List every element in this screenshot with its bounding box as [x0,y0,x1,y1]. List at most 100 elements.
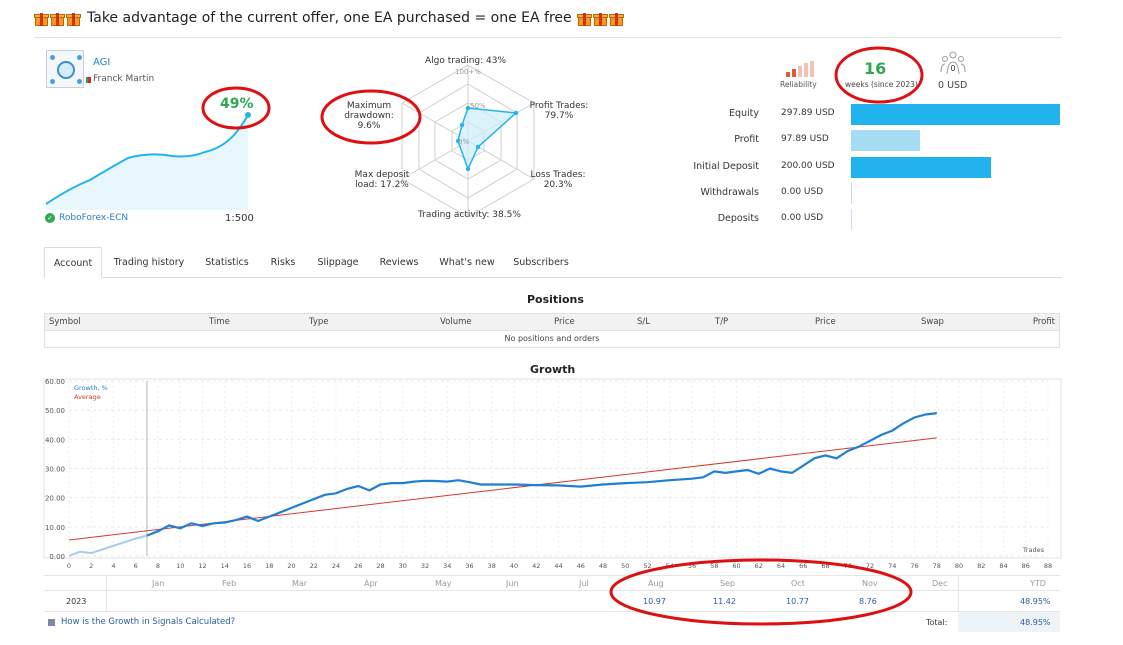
column-header[interactable]: Price [554,317,575,327]
x-tick-label: 36 [465,562,473,570]
reliability-label: Reliability [780,80,817,89]
positions-title: Positions [527,293,584,306]
growth-title: Growth [530,363,576,376]
month-label: May [435,579,452,588]
x-tick-label: 86 [1022,562,1030,570]
x-tick-label: 66 [799,562,807,570]
x-tick-label: 88 [1044,562,1052,570]
month-label: Oct [791,579,805,588]
ytd-label: YTD [1030,579,1046,588]
tab-whats-new[interactable]: What's new [439,257,495,268]
mini-growth-chart [45,86,271,210]
radar-scale-zero: 0% [458,138,470,146]
x-tick-label: 22 [310,562,318,570]
gift-icon [576,11,592,26]
stat-label: Profit [734,134,759,145]
radar-scale-top: 100+% [455,68,481,76]
positions-empty-message: No positions and orders [504,334,600,343]
weeks-label: weeks (since 2023) [845,80,918,89]
x-tick-label: 30 [399,562,407,570]
month-label: Mar [292,579,308,588]
column-header[interactable]: Time [209,317,230,327]
y-tick-label: 60.00 [45,378,65,386]
month-label: Sep [720,579,736,588]
radar-point [513,110,519,116]
radar-drawdown-label: Maximum drawdown: 9.6% [344,101,394,131]
legend-growth: Growth, % [74,384,108,392]
y-tick-label: 10.00 [45,524,65,532]
promo-banner[interactable]: Take advantage of the current offer, one… [34,8,625,28]
column-header[interactable]: T/P [715,317,729,327]
radar-scale-mid: 50% [470,102,486,110]
growth-line-initial [68,534,148,557]
radar-chart [401,64,535,218]
stat-row-deposits: Deposits 0.00 USD [690,209,1060,230]
month-label: Jul [579,579,589,588]
stat-value: 0.00 USD [781,187,824,197]
stat-value: 97.89 USD [781,134,829,144]
tab-subscribers[interactable]: Subscribers [513,257,569,268]
subscribers-icon[interactable]: 0 [940,50,966,80]
tab-statistics[interactable]: Statistics [205,257,249,268]
month-value-sep[interactable]: 11.42 [713,597,736,606]
radar-activity-label: Trading activity: 38.5% [418,210,521,220]
x-tick-label: 4 [111,562,115,570]
month-label: Feb [222,579,237,588]
reliability-bars[interactable] [786,61,818,77]
author-name[interactable]: Franck Martin [93,74,155,84]
stat-bar [851,104,1060,125]
stat-row-profit: Profit 97.89 USD [690,130,1060,151]
x-tick-label: 76 [910,562,918,570]
y-tick-label: 0.00 [49,553,65,561]
column-header[interactable]: Price [815,317,836,327]
legend-average: Average [74,393,101,401]
month-value-nov[interactable]: 8.76 [859,597,877,606]
mini-growth-line [45,114,249,205]
month-label: Jun [506,579,519,588]
x-tick-label: 6 [134,562,138,570]
month-value-aug[interactable]: 10.97 [643,597,666,606]
how-growth-calculated-link[interactable]: How is the Growth in Signals Calculated? [48,617,235,627]
book-icon [48,618,55,626]
stat-value: 297.89 USD [781,108,835,118]
tab-slippage[interactable]: Slippage [317,257,359,268]
column-header[interactable]: Type [309,317,329,327]
x-tick-label: 82 [977,562,985,570]
y-tick-label: 50.00 [45,407,65,415]
signal-avatar[interactable] [46,50,84,88]
column-header[interactable]: Symbol [49,317,81,327]
stat-label: Initial Deposit [693,161,759,172]
column-header[interactable]: S/L [637,317,650,327]
month-label: Jan [152,579,165,588]
growth-percent: 49% [220,96,254,112]
signal-name[interactable]: AGI [93,57,111,68]
tab-reviews[interactable]: Reviews [379,257,419,268]
broker-name[interactable]: RoboForex-ECN [59,213,129,223]
annotation-circle-months [609,558,913,626]
x-tick-label: 56 [688,562,696,570]
stat-value: 0.00 USD [781,213,824,223]
verified-check-icon: ✓ [45,213,55,223]
month-label: Dec [932,579,948,588]
x-tick-label: 52 [643,562,651,570]
column-header[interactable]: Swap [921,317,944,327]
x-tick-label: 48 [599,562,607,570]
x-tick-label: 84 [999,562,1007,570]
column-header[interactable]: Volume [440,317,472,327]
x-tick-label: 20 [287,562,295,570]
weeks-count: 16 [864,59,887,78]
tab-risks[interactable]: Risks [270,257,296,268]
tab-trading-history[interactable]: Trading history [113,257,185,268]
stat-label: Withdrawals [700,187,759,198]
month-value-oct[interactable]: 10.77 [786,597,809,606]
radar-point [455,138,461,144]
broker-link[interactable]: ✓ RoboForex-ECN [45,213,128,223]
column-header[interactable]: Profit [1032,317,1055,327]
positions-table: Symbol Time Type Volume Price S/L T/P Pr… [44,313,1060,348]
month-label: Apr [364,579,378,588]
annotation-circle-weeks [834,46,924,104]
promo-text[interactable]: Take advantage of the current offer, one… [87,10,572,26]
tab-account[interactable]: Account [44,247,102,278]
radar-loss-label: Loss Trades: 20.3% [530,170,586,190]
